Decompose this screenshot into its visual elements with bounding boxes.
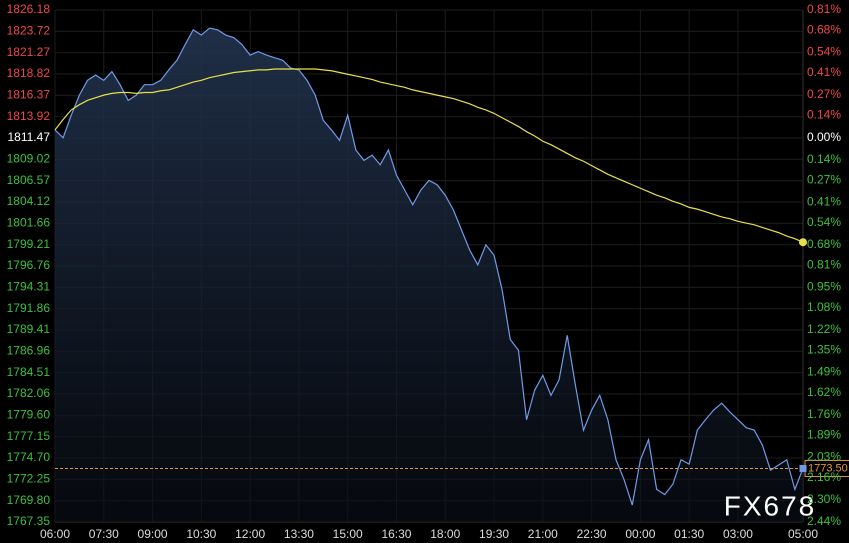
y2-tick-label: 0.54% xyxy=(807,45,841,59)
y-tick-label: 1772.25 xyxy=(7,472,51,486)
y2-tick-label: 0.81% xyxy=(807,257,841,271)
y-tick-label: 1782.06 xyxy=(7,386,51,400)
last-average-marker xyxy=(799,238,807,247)
x-tick-label: 13:30 xyxy=(284,527,314,541)
y-tick-label: 1786.96 xyxy=(7,344,51,358)
y2-tick-label: 1.22% xyxy=(807,322,841,336)
y-tick-label: 1821.27 xyxy=(7,45,51,59)
watermark: FX678 xyxy=(724,490,817,521)
y2-tick-label: 1.35% xyxy=(807,342,841,356)
y2-tick-label: 2.03% xyxy=(807,450,841,464)
y2-tick-label: 0.54% xyxy=(807,215,841,229)
area-fill xyxy=(55,28,803,522)
y2-tick-label: 2.16% xyxy=(807,470,841,484)
x-tick-label: 15:00 xyxy=(333,527,363,541)
y2-tick-label: 2.30% xyxy=(807,492,841,506)
x-tick-label: 00:00 xyxy=(625,527,655,541)
y2-tick-label: 1.49% xyxy=(807,365,841,379)
price-line xyxy=(54,27,804,506)
x-tick-label: 03:00 xyxy=(723,527,753,541)
y-tick-label: 1813.92 xyxy=(7,109,51,123)
y2-tick-label: 0.27% xyxy=(807,87,841,101)
x-tick-label: 22:30 xyxy=(577,527,607,541)
y2-tick-label: 0.14% xyxy=(807,108,841,122)
y2-tick-label: 0.14% xyxy=(807,152,841,166)
x-tick-label: 21:00 xyxy=(528,527,558,541)
y-tick-label: 1791.86 xyxy=(7,301,51,315)
y2-tick-label: 0.41% xyxy=(807,194,841,208)
y-tick-label: 1823.72 xyxy=(7,24,51,38)
y-tick-label: 1806.57 xyxy=(7,173,51,187)
average-line xyxy=(54,68,804,243)
y-tick-label: 1799.21 xyxy=(7,237,51,251)
y2-tick-label: 0.68% xyxy=(807,237,841,251)
last-price-marker xyxy=(799,464,807,472)
y2-tick-label: 0.95% xyxy=(807,279,841,293)
y-tick-label: 1818.82 xyxy=(7,66,51,80)
y-tick-label: 1769.80 xyxy=(7,493,51,507)
y-tick-label: 1789.41 xyxy=(7,322,51,336)
x-tick-label: 18:00 xyxy=(430,527,460,541)
x-tick-label: 09:00 xyxy=(138,527,168,541)
y2-tick-label: 1.89% xyxy=(807,428,841,442)
y-tick-label: 1816.37 xyxy=(7,88,51,102)
y2-tick-label: 0.00% xyxy=(807,130,841,144)
y-tick-label: 1784.51 xyxy=(7,365,51,379)
x-tick-label: 19:30 xyxy=(479,527,509,541)
y-tick-label: 1826.18 xyxy=(7,2,51,16)
y2-tick-label: 2.44% xyxy=(807,514,841,528)
y-tick-label: 1796.76 xyxy=(7,258,51,272)
y2-tick-label: 0.41% xyxy=(807,65,841,79)
x-tick-label: 01:30 xyxy=(674,527,704,541)
price-label: 1773.50 xyxy=(808,462,848,474)
y2-tick-label: 1.08% xyxy=(807,300,841,314)
y-tick-label: 1767.35 xyxy=(7,514,51,528)
y-tick-label: 1809.02 xyxy=(7,152,51,166)
y-tick-label: 1794.31 xyxy=(7,280,51,294)
x-tick-label: 12:00 xyxy=(235,527,265,541)
y-tick-label: 1774.70 xyxy=(7,450,51,464)
x-tick-label: 16:30 xyxy=(381,527,411,541)
y-tick-label: 1804.12 xyxy=(7,194,51,208)
x-tick-label: 07:30 xyxy=(89,527,119,541)
y2-tick-label: 1.76% xyxy=(807,407,841,421)
x-tick-label: 06:00 xyxy=(40,527,70,541)
y-tick-label: 1779.60 xyxy=(7,408,51,422)
y2-tick-label: 0.27% xyxy=(807,172,841,186)
y2-tick-label: 1.62% xyxy=(807,385,841,399)
x-tick-label: 10:30 xyxy=(186,527,216,541)
y-tick-label: 1777.15 xyxy=(7,429,51,443)
x-tick-label: 05:00 xyxy=(788,527,818,541)
y2-tick-label: 0.81% xyxy=(807,2,841,16)
y2-tick-label: 0.68% xyxy=(807,23,841,37)
y-tick-label: 1801.66 xyxy=(7,216,51,230)
y-tick-label: 1811.47 xyxy=(8,130,51,144)
